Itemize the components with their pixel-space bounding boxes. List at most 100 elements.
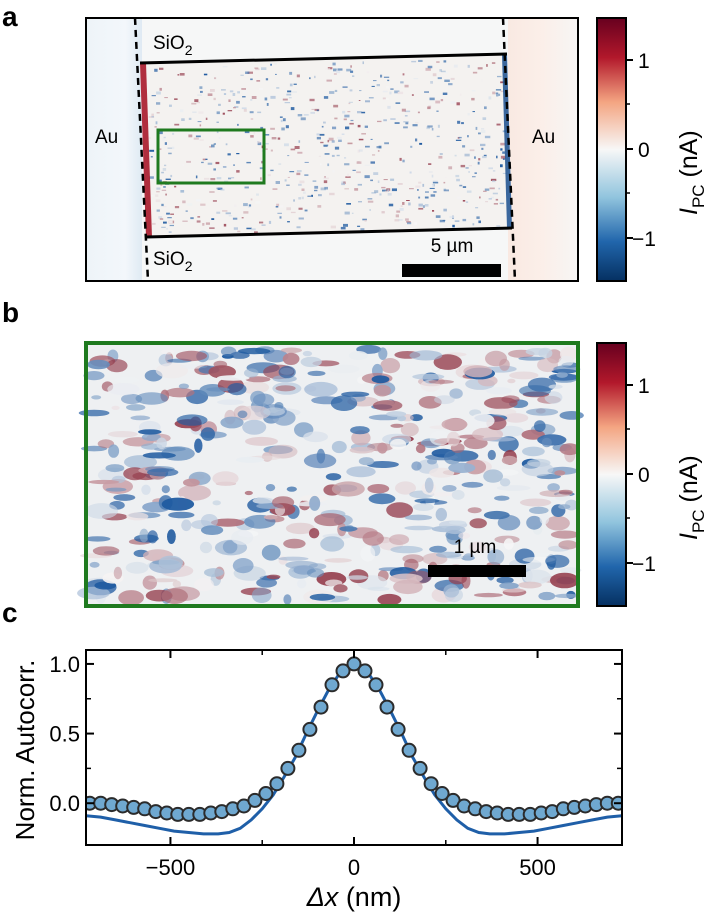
texture-speck xyxy=(478,220,481,224)
label-au-left: Au xyxy=(95,127,118,148)
texture-speck xyxy=(382,189,388,192)
texture-blob xyxy=(496,485,531,491)
colorbar-b-tick-minus-1: −1 xyxy=(632,553,656,576)
texture-speck xyxy=(299,180,305,184)
data-point xyxy=(368,677,384,693)
texture-blob xyxy=(501,395,520,404)
texture-blob xyxy=(113,566,123,580)
texture-blob xyxy=(314,513,346,527)
texture-blob xyxy=(404,514,433,521)
texture-speck xyxy=(417,111,420,114)
texture-blob xyxy=(161,588,188,604)
texture-speck xyxy=(218,103,221,106)
texture-speck xyxy=(334,89,338,92)
texture-speck xyxy=(418,207,424,210)
texture-blob xyxy=(371,375,390,384)
texture-speck xyxy=(491,62,496,64)
colorbar-a-tick-1: 1 xyxy=(638,50,650,73)
texture-speck xyxy=(337,136,342,139)
texture-blob xyxy=(92,546,120,556)
texture-blob xyxy=(499,478,511,487)
texture-speck xyxy=(223,223,227,227)
texture-blob xyxy=(559,443,580,456)
texture-blob xyxy=(176,414,208,426)
texture-speck xyxy=(320,163,322,166)
texture-speck xyxy=(436,135,440,138)
texture-speck xyxy=(195,135,201,138)
texture-speck xyxy=(162,168,167,171)
texture-speck xyxy=(492,180,496,183)
texture-blob xyxy=(297,579,307,589)
texture-speck xyxy=(169,224,174,227)
texture-blob xyxy=(89,561,100,568)
texture-blob xyxy=(220,416,244,429)
texture-speck xyxy=(298,140,301,143)
texture-speck xyxy=(403,121,409,123)
texture-speck xyxy=(345,176,351,178)
texture-speck xyxy=(167,147,173,149)
texture-speck xyxy=(472,71,478,74)
texture-blob xyxy=(204,568,224,577)
texture-speck xyxy=(277,212,282,214)
texture-speck xyxy=(415,185,421,188)
texture-blob xyxy=(142,452,176,459)
texture-speck xyxy=(424,196,429,199)
texture-speck xyxy=(215,161,220,165)
texture-speck xyxy=(286,184,290,186)
texture-speck xyxy=(180,109,184,113)
texture-blob xyxy=(358,457,374,466)
texture-blob xyxy=(435,551,462,558)
texture-blob xyxy=(113,494,136,501)
texture-blob xyxy=(108,444,120,458)
texture-speck xyxy=(281,127,285,131)
texture-speck xyxy=(310,111,315,114)
texture-blob xyxy=(526,408,559,416)
texture-speck xyxy=(357,183,362,186)
texture-blob xyxy=(366,461,399,468)
edge-signal-left xyxy=(140,63,152,237)
texture-speck xyxy=(357,124,361,128)
texture-speck xyxy=(349,89,353,92)
texture-speck xyxy=(260,126,264,130)
texture-blob xyxy=(529,506,549,514)
texture-speck xyxy=(379,193,382,196)
texture-blob xyxy=(522,446,545,457)
texture-speck xyxy=(165,193,167,196)
texture-blob xyxy=(409,350,443,361)
texture-speck xyxy=(287,176,290,178)
texture-blob xyxy=(509,371,539,380)
texture-speck xyxy=(462,200,466,202)
contact-edge-right xyxy=(501,17,517,282)
texture-speck xyxy=(161,171,164,174)
texture-speck xyxy=(500,155,506,159)
texture-speck xyxy=(367,200,374,203)
texture-speck xyxy=(207,93,213,96)
texture-speck xyxy=(406,200,410,201)
texture-speck xyxy=(320,141,324,144)
texture-blob xyxy=(107,431,138,438)
texture-blob xyxy=(487,449,496,461)
texture-blob xyxy=(496,576,514,584)
texture-speck xyxy=(373,172,379,175)
texture-blob xyxy=(414,498,440,504)
texture-blob xyxy=(303,431,328,443)
texture-speck xyxy=(278,163,282,165)
panel-label-c: c xyxy=(2,597,18,628)
texture-speck xyxy=(465,201,469,203)
texture-speck xyxy=(241,107,247,110)
scalebar-label-b: 1 µm xyxy=(454,537,497,558)
texture-blob xyxy=(309,593,336,601)
texture-speck xyxy=(388,203,394,207)
texture-blob xyxy=(263,515,278,520)
texture-blob xyxy=(266,574,281,580)
texture-blob xyxy=(449,388,463,399)
texture-blob xyxy=(156,437,167,450)
texture-blob xyxy=(239,381,270,394)
texture-speck xyxy=(159,67,164,70)
texture-speck xyxy=(424,204,429,207)
texture-blob xyxy=(330,395,358,412)
texture-speck xyxy=(210,178,216,181)
texture-speck xyxy=(197,94,202,96)
texture-speck xyxy=(232,93,236,96)
texture-speck xyxy=(365,145,370,148)
